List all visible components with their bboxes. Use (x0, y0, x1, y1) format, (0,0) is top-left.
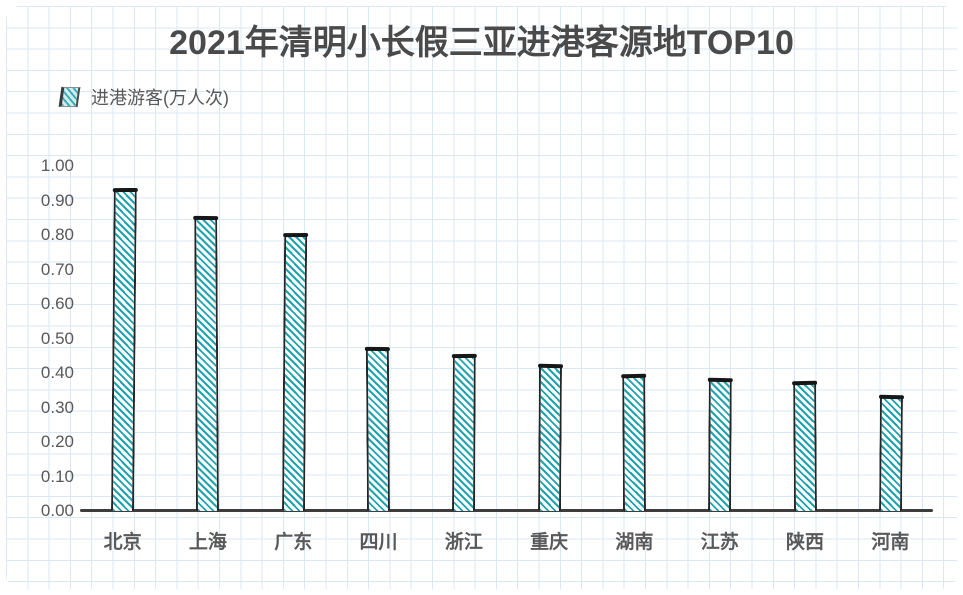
bar[interactable] (791, 381, 817, 512)
x-category-label: 北京 (103, 532, 142, 553)
y-tick-label: 0.40 (40, 363, 74, 382)
legend-label: 进港游客(万人次) (91, 88, 229, 108)
x-category-label: 四川 (359, 532, 398, 553)
y-tick-label: 0.80 (40, 225, 74, 244)
bar[interactable] (537, 363, 563, 512)
bar[interactable] (708, 377, 734, 512)
bar-top-cap (282, 232, 308, 238)
x-category-label: 重庆 (530, 532, 569, 553)
y-tick-label: 0.50 (40, 328, 74, 348)
bar-top-cap (452, 353, 478, 358)
bar[interactable] (193, 215, 220, 512)
bar-top-cap (621, 374, 647, 379)
bar[interactable] (621, 374, 647, 512)
bar-top-cap (112, 188, 138, 193)
bar[interactable] (364, 346, 391, 512)
y-tick-label: 0.20 (40, 432, 74, 451)
y-tick-label: 0.00 (40, 501, 74, 520)
x-category-label: 江苏 (700, 532, 739, 553)
chart-title: 2021年清明小长假三亚进港客源地TOP10 (169, 24, 794, 62)
bar-top-cap (364, 346, 390, 351)
y-tick-label: 0.30 (40, 397, 74, 417)
x-category-label: 浙江 (444, 532, 483, 553)
bar[interactable] (281, 232, 308, 512)
bar-top-cap (537, 363, 563, 369)
legend-item[interactable]: 进港游客(万人次) (58, 84, 229, 110)
x-category-label: 上海 (188, 532, 227, 553)
bar-top-cap (193, 215, 219, 220)
bar[interactable] (452, 353, 478, 512)
bar-top-cap (878, 394, 904, 400)
y-tick-label: 0.70 (40, 259, 74, 279)
bar-top-cap (708, 377, 734, 383)
bar-top-cap (791, 381, 817, 386)
y-tick-label: 1.00 (40, 156, 74, 175)
legend-swatch-icon (58, 86, 81, 108)
x-category-label: 河南 (871, 532, 910, 553)
y-tick-label: 0.60 (40, 294, 74, 313)
y-tick-label: 0.90 (40, 190, 74, 210)
bar[interactable] (111, 188, 138, 512)
x-axis-line (80, 509, 933, 512)
graph-paper-background (6, 6, 957, 589)
bar[interactable] (878, 394, 904, 512)
x-category-label: 广东 (274, 532, 313, 553)
x-category-label: 湖南 (615, 532, 654, 553)
y-tick-label: 0.10 (40, 466, 74, 486)
x-category-label: 陕西 (786, 532, 825, 553)
